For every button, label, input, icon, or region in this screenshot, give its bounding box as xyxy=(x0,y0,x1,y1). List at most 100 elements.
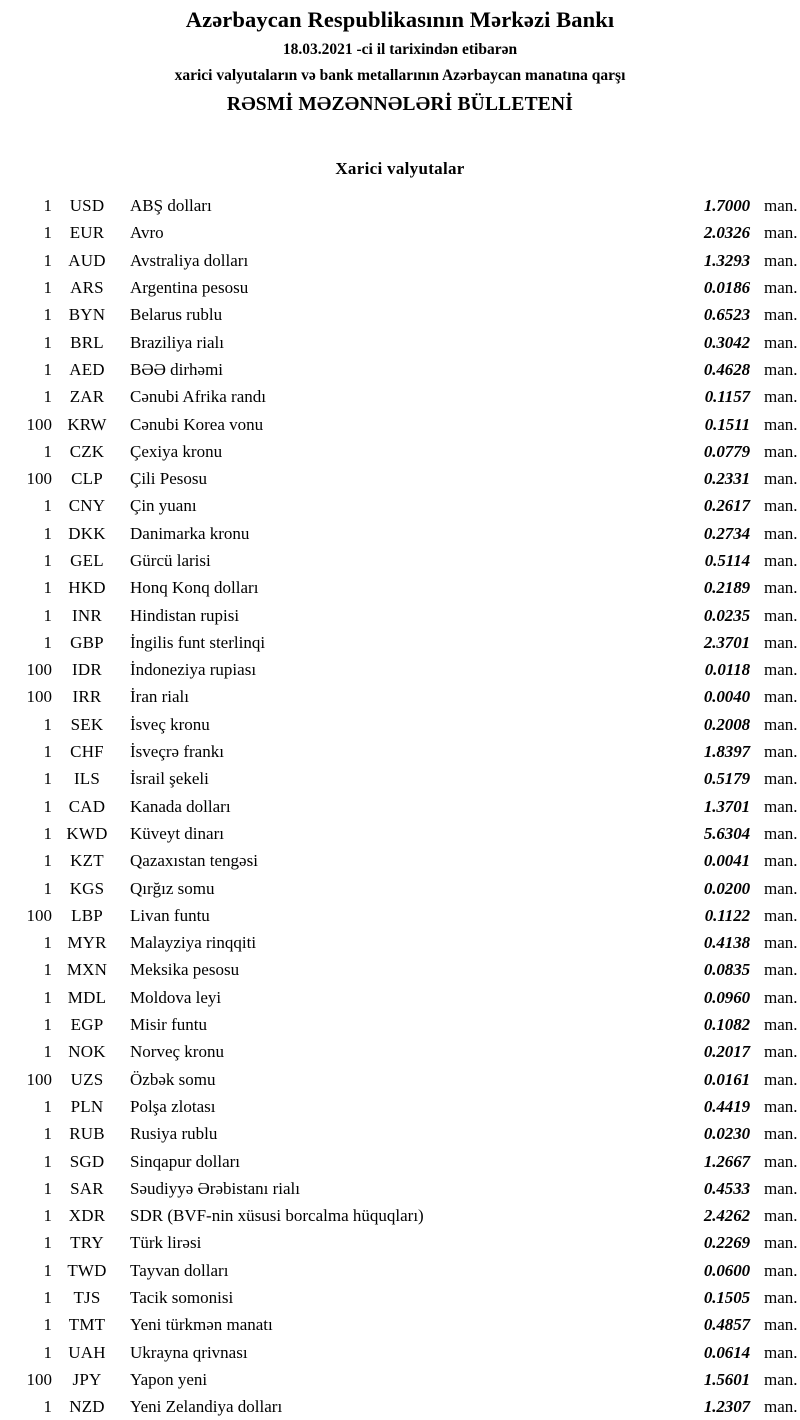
currency-code: KWD xyxy=(66,823,108,843)
currency-name: ABŞ dolları xyxy=(130,196,212,216)
currency-rate: 1.7000 xyxy=(703,196,750,216)
currency-rate: 0.4138 xyxy=(703,933,750,953)
currency-unit: man. xyxy=(764,632,798,652)
currency-rate: 2.0326 xyxy=(703,223,750,243)
currency-name: Polşa zlotası xyxy=(130,1096,216,1116)
currency-unit: man. xyxy=(764,223,798,243)
currency-amount: 1 xyxy=(43,1178,53,1198)
currency-unit: man. xyxy=(764,305,798,325)
currency-unit: man. xyxy=(764,1233,798,1253)
currency-rate: 0.0041 xyxy=(703,851,750,871)
currency-rate: 0.6523 xyxy=(703,305,750,325)
currency-amount: 1 xyxy=(43,851,53,871)
currency-rate: 0.0040 xyxy=(703,687,750,707)
currency-code: UZS xyxy=(70,1069,104,1089)
currency-rate: 0.0779 xyxy=(703,441,750,461)
currency-code: DKK xyxy=(68,523,106,543)
table-row: 100 UZS Özbək somu 0.0161 man. xyxy=(0,1066,800,1093)
currency-rate: 0.0235 xyxy=(703,605,750,625)
currency-code: BYN xyxy=(68,305,106,325)
currency-amount: 1 xyxy=(43,441,53,461)
currency-unit: man. xyxy=(764,905,798,925)
currency-name: İran rialı xyxy=(130,687,189,707)
currency-unit: man. xyxy=(764,278,798,298)
currency-rate: 0.1122 xyxy=(704,905,750,925)
currency-code: ZAR xyxy=(69,387,105,407)
table-row: 100 LBP Livan funtu 0.1122 man. xyxy=(0,902,800,929)
currency-rate: 0.0200 xyxy=(703,878,750,898)
currency-name: Cənubi Afrika randı xyxy=(130,387,266,407)
currency-code: SEK xyxy=(70,714,104,734)
currency-amount: 1 xyxy=(43,359,53,379)
section-heading-foreign-currencies: Xarici valyutalar xyxy=(335,159,465,179)
currency-name: Tayvan dolları xyxy=(130,1260,229,1280)
currency-unit: man. xyxy=(764,605,798,625)
currency-amount: 1 xyxy=(43,714,53,734)
currency-rate: 0.0118 xyxy=(704,660,750,680)
currency-amount: 100 xyxy=(26,905,53,925)
document-header: Azərbaycan Respublikasının Mərkəzi Bankı… xyxy=(0,0,800,116)
currency-name: Norveç kronu xyxy=(130,1042,224,1062)
currency-code: INR xyxy=(72,605,102,625)
currency-name: Avstraliya dolları xyxy=(130,250,249,270)
currency-name: Gürcü larisi xyxy=(130,550,211,570)
table-row: 1 TJS Tacik somonisi 0.1505 man. xyxy=(0,1284,800,1311)
currency-name: Belarus rublu xyxy=(130,305,223,325)
currency-unit: man. xyxy=(764,823,798,843)
currency-amount: 1 xyxy=(43,578,53,598)
currency-name: İndoneziya rupiası xyxy=(130,660,257,680)
table-row: 1 GEL Gürcü larisi 0.5114 man. xyxy=(0,547,800,574)
currency-name: BƏƏ dirhəmi xyxy=(130,359,224,379)
currency-amount: 1 xyxy=(43,332,53,352)
currency-unit: man. xyxy=(764,359,798,379)
currency-rate: 0.2008 xyxy=(703,714,750,734)
table-row: 1 USD ABŞ dolları 1.7000 man. xyxy=(0,192,800,219)
currency-name: Yeni türkmən manatı xyxy=(130,1315,273,1335)
table-row: 1 CAD Kanada dolları 1.3701 man. xyxy=(0,793,800,820)
currency-unit: man. xyxy=(764,1342,798,1362)
currency-amount: 1 xyxy=(43,496,53,516)
table-row: 1 MDL Moldova leyi 0.0960 man. xyxy=(0,984,800,1011)
currency-name: Çili Pesosu xyxy=(130,469,207,489)
currency-amount: 1 xyxy=(43,305,53,325)
currency-rate: 1.3293 xyxy=(703,250,750,270)
currency-name: Sinqapur dolları xyxy=(130,1151,241,1171)
currency-rate: 0.4628 xyxy=(703,359,750,379)
table-row: 1 CHF İsveçrə frankı 1.8397 man. xyxy=(0,738,800,765)
currency-code: NZD xyxy=(69,1397,105,1417)
currency-unit: man. xyxy=(764,1042,798,1062)
currency-rate: 0.1505 xyxy=(703,1288,750,1307)
currency-amount: 1 xyxy=(43,1151,53,1171)
currency-unit: man. xyxy=(764,796,798,816)
currency-code: LBP xyxy=(71,905,103,925)
currency-unit: man. xyxy=(764,1206,798,1226)
currency-name: Argentina pesosu xyxy=(130,278,249,298)
table-row: 100 JPY Yapon yeni 1.5601 man. xyxy=(0,1366,800,1393)
table-row: 1 BRL Braziliya rialı 0.3042 man. xyxy=(0,329,800,356)
currency-unit: man. xyxy=(764,960,798,980)
currency-rate: 0.2189 xyxy=(703,578,750,598)
currency-name: Yeni Zelandiya dolları xyxy=(130,1397,283,1417)
currency-code: BRL xyxy=(70,332,104,352)
currency-code: SAR xyxy=(70,1178,104,1198)
currency-unit: man. xyxy=(764,1178,798,1198)
currency-code: AED xyxy=(69,359,105,379)
table-row: 1 SGD Sinqapur dolları 1.2667 man. xyxy=(0,1148,800,1175)
currency-rate: 0.0960 xyxy=(703,987,750,1007)
currency-code: EUR xyxy=(69,223,105,243)
currency-name: Avro xyxy=(130,223,164,243)
currency-code: TRY xyxy=(70,1233,104,1253)
table-row: 1 UAH Ukrayna qrivnası 0.0614 man. xyxy=(0,1339,800,1366)
table-row: 1 MYR Malayziya rinqqiti 0.4138 man. xyxy=(0,929,800,956)
currency-code: NOK xyxy=(68,1042,106,1062)
currency-amount: 1 xyxy=(43,550,53,570)
table-row: 100 KRW Cənubi Korea vonu 0.1511 man. xyxy=(0,411,800,438)
table-row: 1 RUB Rusiya rublu 0.0230 man. xyxy=(0,1120,800,1147)
currency-code: PLN xyxy=(70,1096,104,1116)
table-row: 1 AUD Avstraliya dolları 1.3293 man. xyxy=(0,247,800,274)
table-row: 1 BYN Belarus rublu 0.6523 man. xyxy=(0,301,800,328)
currency-unit: man. xyxy=(764,1069,798,1089)
currency-rate: 0.0161 xyxy=(703,1069,750,1089)
currency-name: Türk lirəsi xyxy=(130,1233,202,1253)
table-row: 1 HKD Honq Konq dolları 0.2189 man. xyxy=(0,574,800,601)
